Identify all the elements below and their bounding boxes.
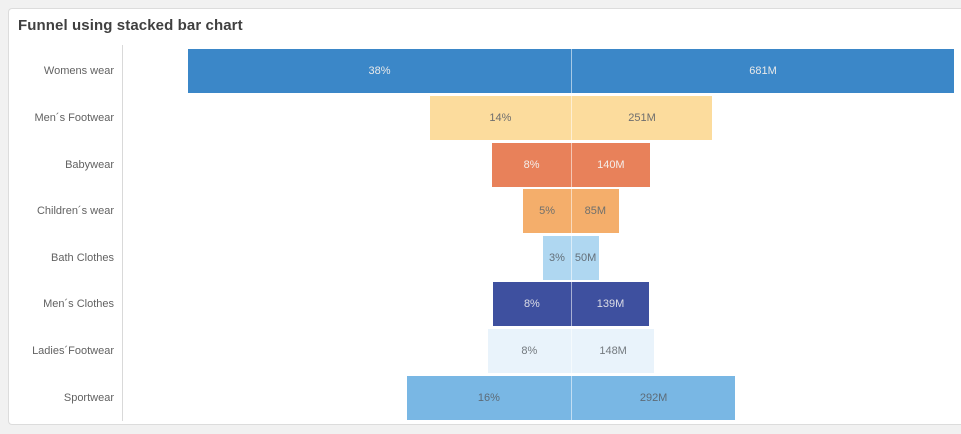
category-label[interactable]: Babywear: [65, 158, 114, 171]
bar-segment-percent[interactable]: 8%: [488, 329, 571, 373]
bar-segment-value[interactable]: 50M: [570, 235, 599, 280]
y-axis-line: [122, 45, 123, 421]
funnel-chart: Womens wear 38% 681M Men´s Footwear 14% 251M B…: [9, 9, 961, 424]
category-label[interactable]: Men´s Footwear: [34, 111, 114, 124]
bar-segment-percent[interactable]: 16%: [407, 376, 571, 420]
chart-card: Funnel using stacked bar chart Womens we…: [8, 8, 961, 425]
bar-row: 3% 50M: [542, 235, 600, 280]
category-label[interactable]: Ladies´Footwear: [32, 345, 114, 358]
category-label[interactable]: Sportwear: [63, 391, 114, 404]
bar-label-percent: 8%: [523, 298, 540, 311]
category-label[interactable]: Men´s Clothes: [43, 298, 114, 311]
bar-segment-value[interactable]: 140M: [570, 142, 650, 187]
bar-label-value: 292M: [639, 391, 668, 404]
bar-segment-percent[interactable]: 5%: [523, 189, 571, 233]
bar-segment-value[interactable]: 85M: [570, 189, 619, 234]
bar-segment-value[interactable]: 292M: [570, 375, 735, 420]
bar-label-percent: 8%: [523, 158, 540, 171]
bar-label-percent: 14%: [489, 111, 512, 124]
bar-row: 38% 681M: [188, 49, 954, 94]
bar-label-percent: 3%: [548, 251, 565, 264]
bar-segment-value[interactable]: 139M: [570, 282, 649, 327]
bar-label-percent: 5%: [539, 205, 556, 218]
bar-label-value: 50M: [574, 251, 597, 264]
bar-segment-percent[interactable]: 3%: [543, 236, 571, 280]
bar-segment-percent[interactable]: 8%: [493, 282, 571, 326]
bar-segment-percent[interactable]: 8%: [492, 143, 571, 187]
category-label[interactable]: Bath Clothes: [51, 251, 114, 264]
bar-label-value: 148M: [599, 345, 627, 358]
bar-row: 16% 292M: [406, 375, 736, 420]
chart-title: Funnel using stacked bar chart: [18, 17, 243, 34]
bar-segment-percent[interactable]: 38%: [188, 49, 571, 93]
bar-row: 8% 139M: [492, 282, 650, 327]
bar-label-value: 140M: [597, 158, 625, 171]
bar-row: 8% 148M: [487, 329, 655, 374]
category-label[interactable]: Children´s wear: [36, 205, 114, 218]
bar-label-percent: 38%: [368, 65, 391, 78]
bar-row: 14% 251M: [429, 95, 713, 140]
bar-segment-value[interactable]: 148M: [570, 329, 654, 374]
bar-label-value: 85M: [584, 205, 607, 218]
bar-row: 8% 140M: [492, 142, 650, 187]
bar-label-value: 139M: [596, 298, 625, 311]
category-label[interactable]: Womens wear: [43, 65, 114, 78]
bar-label-value: 251M: [628, 111, 656, 124]
bar-label-percent: 8%: [521, 345, 538, 358]
bar-segment-value[interactable]: 681M: [571, 49, 954, 94]
bar-segment-value[interactable]: 251M: [570, 95, 712, 140]
bar-row: 5% 85M: [523, 189, 619, 234]
bar-label-percent: 16%: [477, 391, 500, 404]
bar-label-value: 681M: [749, 65, 777, 78]
bar-segment-percent[interactable]: 14%: [430, 96, 571, 140]
